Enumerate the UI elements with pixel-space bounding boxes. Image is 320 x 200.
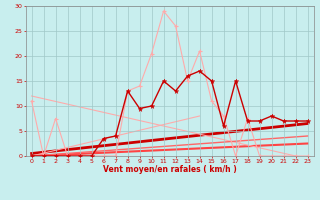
X-axis label: Vent moyen/en rafales ( km/h ): Vent moyen/en rafales ( km/h ) xyxy=(103,165,236,174)
